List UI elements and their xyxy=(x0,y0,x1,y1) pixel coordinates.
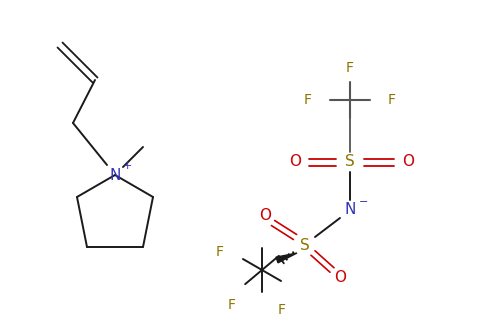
Text: N: N xyxy=(110,168,120,182)
Text: N: N xyxy=(344,202,356,217)
Text: F: F xyxy=(346,61,354,75)
Text: O: O xyxy=(289,155,301,169)
Text: O: O xyxy=(402,155,414,169)
Text: F: F xyxy=(304,93,312,107)
Text: S: S xyxy=(300,237,310,252)
Text: O: O xyxy=(334,271,346,285)
Text: F: F xyxy=(388,93,396,107)
Polygon shape xyxy=(276,253,297,263)
Text: S: S xyxy=(345,155,355,169)
Text: O: O xyxy=(259,207,271,223)
Text: F: F xyxy=(278,303,286,317)
Text: +: + xyxy=(122,161,132,171)
Text: F: F xyxy=(216,245,224,259)
Text: −: − xyxy=(360,197,368,207)
Text: F: F xyxy=(228,298,236,312)
